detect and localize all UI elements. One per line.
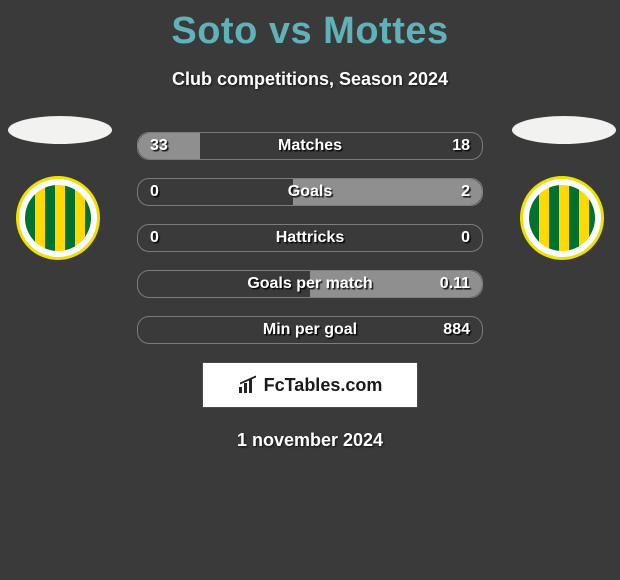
stat-row-hattricks: 0 Hattricks 0 bbox=[137, 224, 483, 252]
stat-value-right: 0.11 bbox=[428, 271, 482, 297]
stat-label: Goals bbox=[138, 179, 482, 205]
stat-label: Hattricks bbox=[138, 225, 482, 251]
site-attribution: FcTables.com bbox=[202, 362, 418, 408]
stat-row-goals-per-match: Goals per match 0.11 bbox=[137, 270, 483, 298]
player-left-club-badge bbox=[16, 176, 100, 260]
stat-value-right: 884 bbox=[431, 317, 482, 343]
stat-value-right: 0 bbox=[449, 225, 482, 251]
subtitle: Club competitions, Season 2024 bbox=[0, 69, 620, 90]
page-title: Soto vs Mottes bbox=[0, 0, 620, 53]
bar-chart-icon bbox=[238, 377, 258, 393]
player-right-column bbox=[512, 116, 612, 260]
date-text: 1 november 2024 bbox=[0, 430, 620, 451]
stat-value-right: 2 bbox=[449, 179, 482, 205]
player-left-photo-placeholder bbox=[8, 116, 112, 144]
stat-row-goals: 0 Goals 2 bbox=[137, 178, 483, 206]
stat-value-right: 18 bbox=[440, 133, 482, 159]
stats-container: 33 Matches 18 0 Goals 2 0 Hattricks 0 Go… bbox=[137, 132, 483, 344]
stat-label: Matches bbox=[138, 133, 482, 159]
player-left-column bbox=[8, 116, 108, 260]
site-brand-text: FcTables.com bbox=[264, 375, 383, 396]
stat-row-min-per-goal: Min per goal 884 bbox=[137, 316, 483, 344]
stat-row-matches: 33 Matches 18 bbox=[137, 132, 483, 160]
player-right-club-badge bbox=[520, 176, 604, 260]
player-right-photo-placeholder bbox=[512, 116, 616, 144]
